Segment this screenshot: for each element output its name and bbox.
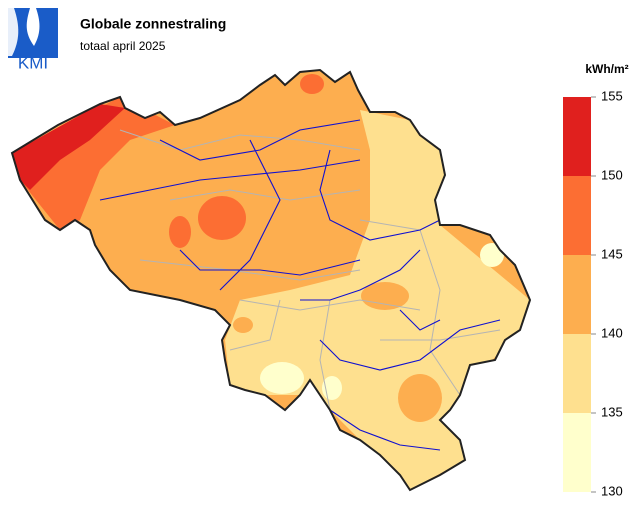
legend-swatch bbox=[563, 176, 591, 255]
country-outline bbox=[10, 68, 532, 492]
legend: 130 135 140 145 150 155 bbox=[563, 88, 623, 498]
logo: KMI bbox=[8, 8, 58, 72]
zone bbox=[398, 374, 442, 422]
legend-swatch bbox=[563, 334, 591, 413]
legend-tick-label: 140 bbox=[601, 325, 623, 340]
legend-tick-label: 145 bbox=[601, 246, 623, 261]
zone bbox=[169, 216, 191, 248]
legend-tick-label: 150 bbox=[601, 167, 623, 182]
legend-unit: kWh/m² bbox=[585, 62, 628, 76]
subtitle: totaal april 2025 bbox=[80, 39, 166, 53]
zone bbox=[12, 104, 125, 190]
legend-tick-label: 130 bbox=[601, 483, 623, 498]
zone bbox=[260, 362, 304, 394]
legend-swatch bbox=[563, 97, 591, 176]
zone bbox=[12, 97, 175, 230]
legend-swatch bbox=[563, 413, 591, 492]
zone bbox=[233, 317, 253, 333]
zone bbox=[480, 243, 504, 267]
zone bbox=[361, 282, 409, 310]
logo-text: KMI bbox=[18, 53, 48, 72]
zone bbox=[198, 196, 246, 240]
map bbox=[12, 70, 530, 490]
zone bbox=[300, 74, 324, 94]
legend-swatch bbox=[563, 255, 591, 334]
zone bbox=[322, 376, 342, 400]
legend-tick-label: 135 bbox=[601, 404, 623, 419]
legend-tick-label: 155 bbox=[601, 88, 623, 103]
title: Globale zonnestraling bbox=[80, 16, 226, 32]
